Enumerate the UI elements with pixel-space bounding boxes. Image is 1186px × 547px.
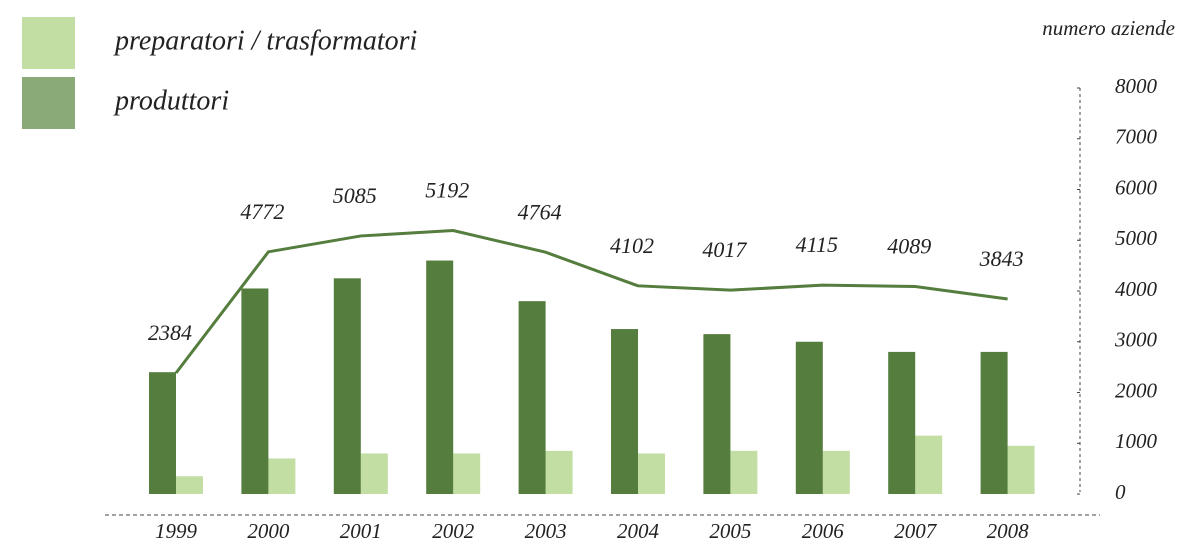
- bar: [915, 435, 943, 494]
- total-line: [174, 228, 1008, 374]
- bar: [453, 453, 481, 494]
- bar: [149, 372, 176, 494]
- x-tick-label: 2002: [432, 519, 475, 543]
- x-tick-label: 2003: [525, 519, 567, 543]
- x-tick-label: 1999: [155, 519, 198, 543]
- bar: [822, 450, 850, 494]
- x-tick-label: 2007: [894, 519, 938, 543]
- y-tick-label: 6000: [1115, 175, 1158, 199]
- y-tick-label: 5000: [1115, 226, 1158, 250]
- y-tick-label: 3000: [1114, 328, 1158, 352]
- bar: [333, 278, 361, 494]
- bar: [176, 476, 203, 494]
- bar: [980, 351, 1008, 494]
- data-label: 5085: [333, 183, 377, 208]
- bar: [426, 260, 454, 494]
- y-tick-label: 8000: [1115, 74, 1158, 98]
- legend-swatch: [22, 77, 75, 129]
- data-label: 4102: [610, 233, 654, 258]
- x-tick-label: 2004: [617, 519, 660, 543]
- bar: [241, 288, 269, 494]
- y-tick-label: 2000: [1115, 378, 1158, 402]
- data-label: 5192: [425, 178, 469, 203]
- bar: [268, 458, 296, 494]
- legend-swatch: [22, 17, 75, 69]
- bar: [518, 301, 546, 494]
- data-label: 4017: [702, 237, 747, 262]
- data-label: 4089: [887, 234, 931, 259]
- x-tick-label: 2008: [987, 519, 1030, 543]
- bar: [638, 453, 665, 494]
- data-label: 2384: [148, 320, 192, 345]
- legend-label: preparatori / trasformatori: [113, 25, 417, 56]
- data-label: 4772: [240, 199, 284, 224]
- x-tick-label: 2005: [709, 519, 751, 543]
- bar: [360, 453, 388, 494]
- data-label: 4115: [796, 232, 838, 257]
- bar: [888, 351, 916, 494]
- y-tick-label: 1000: [1115, 429, 1158, 453]
- x-tick-label: 2000: [247, 519, 290, 543]
- bar: [545, 450, 573, 494]
- bar: [730, 450, 758, 494]
- bar: [703, 334, 731, 494]
- data-label: 3843: [979, 246, 1024, 271]
- legend-label: produttori: [113, 85, 229, 116]
- data-label: 4764: [518, 199, 562, 224]
- y-axis-label: numero aziende: [1042, 16, 1175, 40]
- bar: [611, 329, 638, 494]
- y-tick-label: 7000: [1115, 125, 1158, 149]
- x-tick-label: 2006: [802, 519, 845, 543]
- bar: [795, 341, 823, 494]
- y-tick-label: 4000: [1115, 277, 1158, 301]
- bar: [1007, 445, 1035, 494]
- y-tick-label: 0: [1115, 480, 1126, 504]
- x-tick-label: 2001: [340, 519, 382, 543]
